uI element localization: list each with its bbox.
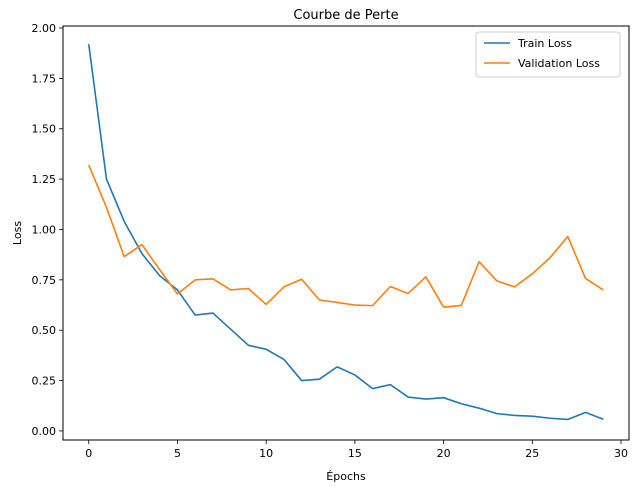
- y-tick-label: 0.75: [32, 274, 57, 287]
- y-tick-label: 1.00: [32, 223, 57, 236]
- x-axis-label: Épochs: [326, 470, 366, 483]
- legend-box: [475, 31, 621, 78]
- y-tick-label: 1.75: [32, 72, 57, 85]
- y-tick-label: 0.00: [32, 425, 57, 438]
- x-tick-label: 5: [174, 447, 181, 460]
- y-tick-label: 0.25: [32, 375, 57, 388]
- legend: Train Loss Validation Loss: [475, 31, 621, 78]
- x-tick-label: 30: [614, 447, 628, 460]
- legend-label-train-loss: Train Loss: [517, 37, 572, 50]
- y-tick-label: 1.50: [32, 123, 57, 136]
- plot-area: [87, 44, 604, 421]
- series-line-validation-loss: [87, 164, 604, 308]
- axes-frame: [62, 25, 630, 441]
- y-tick-label: 0.50: [32, 324, 57, 337]
- series-line-train-loss: [87, 44, 604, 421]
- legend-label-validation-loss: Validation Loss: [518, 57, 600, 70]
- x-tick-label: 25: [525, 447, 539, 460]
- y-axis-label: Loss: [11, 221, 24, 245]
- x-tick-label: 10: [259, 447, 273, 460]
- x-tick-label: 0: [85, 447, 92, 460]
- y-tick-label: 1.25: [32, 173, 57, 186]
- chart-title: Courbe de Perte: [293, 8, 398, 23]
- axis-ticks: 0 5 10 15 20 25 30 0.00 0.25 0.50 0.75 1.00 1.25 1.50…: [32, 22, 629, 460]
- x-tick-label: 20: [437, 447, 451, 460]
- x-tick-label: 15: [348, 447, 362, 460]
- y-tick-label: 2.00: [32, 22, 57, 35]
